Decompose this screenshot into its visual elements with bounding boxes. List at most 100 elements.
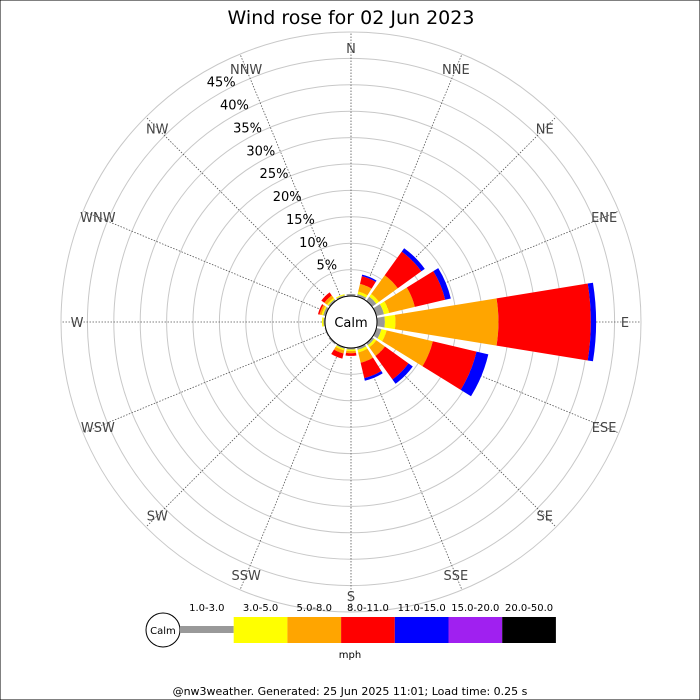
- percent-label-30: 30%: [246, 144, 275, 159]
- legend-bin-label-1: 1.0-3.0: [189, 603, 224, 614]
- bar-ne-bin-5: [401, 248, 425, 272]
- bar-ne-bin-2: [369, 294, 379, 304]
- percent-label-5: 5%: [316, 259, 337, 274]
- direction-label-ssw: SSW: [231, 569, 261, 584]
- spoke-sse: [360, 345, 463, 591]
- direction-label-ese: ESE: [592, 421, 617, 436]
- legend-swatch-2: [233, 617, 288, 643]
- direction-label-ene: ENE: [591, 211, 617, 226]
- spoke-sw: [145, 340, 333, 528]
- legend-bins: 1.0-3.0 3.0-5.0 5.0-8.0 8.0-11.0 11.0-15.0 15…: [180, 603, 556, 643]
- spoke-wsw: [82, 331, 328, 434]
- bar-sw-bin-1: [328, 337, 336, 345]
- direction-label-nne: NNE: [442, 63, 470, 78]
- bar-ese-bin-4: [422, 341, 477, 390]
- spoke-ene: [374, 210, 620, 313]
- footer-text: @nw3weather. Generated: 25 Jun 2025 11:0…: [173, 685, 528, 698]
- bar-nw-bin-1: [328, 299, 336, 307]
- spoke-wnw: [82, 210, 328, 313]
- bar-ne-bin-3: [371, 275, 398, 302]
- bar-nne-bin-5: [361, 274, 377, 282]
- direction-label-ne: NE: [536, 122, 554, 137]
- speed-legend: Calm 1.0-3.0 3.0-5.0 5.0-8.0 8.0-11.0 11.0-1…: [145, 603, 556, 661]
- direction-label-n: N: [346, 42, 356, 57]
- bar-wnw-bin-3: [319, 304, 326, 316]
- legend-bin-label-4: 8.0-11.0: [347, 603, 389, 614]
- bar-e-bin-3: [394, 298, 499, 346]
- bar-e-bin-1: [376, 316, 385, 328]
- bar-se-bin-4: [375, 346, 409, 380]
- bar-nnw-bin-2: [335, 294, 345, 299]
- bar-ese-bin-5: [460, 351, 489, 397]
- legend-units: mph: [339, 650, 361, 661]
- spoke-nnw: [239, 53, 342, 299]
- bar-e-bin-4: [496, 283, 591, 361]
- bar-sse-bin-3: [358, 348, 374, 363]
- percent-label-35: 35%: [233, 121, 262, 136]
- bar-se-bin-2: [367, 338, 377, 348]
- percent-label-10: 10%: [299, 236, 328, 251]
- direction-label-sse: SSE: [443, 569, 468, 584]
- spoke-ne: [369, 116, 557, 304]
- direction-label-nnw: NNW: [230, 63, 262, 78]
- bar-ssw-bin-2: [335, 345, 345, 351]
- spoke-nw: [145, 116, 333, 304]
- bar-ese-bin-1: [373, 327, 382, 339]
- bar-ne-bin-1: [366, 296, 377, 307]
- bar-nw-bin-4: [321, 292, 332, 303]
- legend-swatch-4: [341, 617, 395, 643]
- bar-e-bin-5: [587, 282, 597, 362]
- percent-label-45: 45%: [207, 76, 236, 91]
- direction-label-se: SE: [537, 510, 553, 525]
- bar-nw-bin-2: [326, 297, 335, 306]
- direction-label-nw: NW: [146, 122, 169, 137]
- bar-wnw-bin-1: [323, 306, 329, 317]
- legend-bin-label-5: 11.0-15.0: [398, 603, 446, 614]
- bar-nne-bin-4: [360, 276, 376, 289]
- bar-ne-bin-4: [384, 251, 422, 289]
- direction-label-w: W: [71, 316, 84, 331]
- bar-w-bin-2: [321, 317, 324, 327]
- legend-swatch-6: [448, 617, 503, 643]
- bar-s-bin-2: [346, 349, 356, 352]
- percent-labels: 5% 10% 15% 20% 25% 30% 35% 40% 45%: [207, 76, 337, 274]
- legend-bin-label-6: 15.0-20.0: [451, 603, 499, 614]
- spoke-se: [369, 340, 557, 528]
- legend-bin-label-7: 20.0-50.0: [505, 603, 553, 614]
- direction-label-e: E: [621, 316, 629, 331]
- bar-ene-bin-5: [433, 268, 451, 300]
- legend-swatch-5: [394, 617, 449, 643]
- legend-bin-label-2: 3.0-5.0: [243, 603, 278, 614]
- percent-label-25: 25%: [260, 167, 289, 182]
- chart-title: Wind rose for 02 Jun 2023: [228, 7, 475, 29]
- bar-nw-bin-3: [324, 295, 334, 305]
- direction-label-wnw: WNW: [80, 211, 116, 226]
- percent-label-15: 15%: [286, 213, 315, 228]
- bar-wnw-bin-2: [321, 306, 327, 316]
- calm-label: Calm: [334, 316, 367, 331]
- bar-ssw-bin-4: [331, 349, 344, 359]
- spoke-ssw: [239, 345, 342, 591]
- bar-ese-bin-3: [382, 330, 433, 367]
- legend-swatch-7: [502, 617, 556, 643]
- spoke-nne: [360, 53, 463, 299]
- legend-swatch-3: [287, 617, 342, 643]
- bar-nne-bin-1: [356, 294, 367, 300]
- bar-ese-bin-2: [377, 329, 387, 342]
- bar-wnw-bin-4: [317, 304, 324, 315]
- bar-se-bin-1: [366, 337, 375, 346]
- bar-sse-bin-5: [364, 371, 383, 381]
- bar-nne-bin-3: [358, 283, 372, 296]
- bar-sse-bin-1: [356, 344, 367, 350]
- bar-ene-bin-3: [384, 287, 415, 313]
- bar-sse-bin-4: [360, 357, 382, 379]
- bar-sse-bin-2: [357, 346, 368, 353]
- bar-se-bin-3: [369, 340, 385, 356]
- spoke-ese: [374, 331, 620, 434]
- bar-se-bin-5: [392, 363, 413, 384]
- bar-s-bin-4: [345, 352, 357, 356]
- direction-label-wsw: WSW: [81, 421, 115, 436]
- legend-bin-label-3: 5.0-8.0: [297, 603, 332, 614]
- legend-swatch-1: [180, 626, 234, 633]
